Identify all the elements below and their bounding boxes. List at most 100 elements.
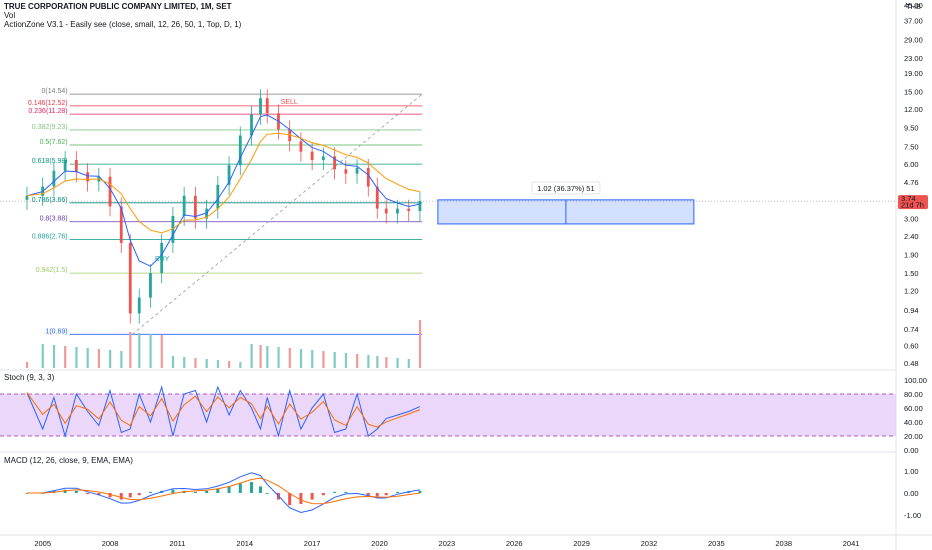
volume-bar — [41, 344, 44, 368]
volume-bar — [194, 358, 197, 368]
volume-bar — [52, 345, 56, 368]
price-tick-label: 37.00 — [904, 17, 923, 26]
fib-level-label: 0.8(3.88) — [40, 216, 68, 223]
candle-body — [171, 215, 175, 243]
price-tick-label: 1.50 — [904, 269, 919, 278]
fib-level-label: 0.942(1.5) — [36, 267, 68, 274]
macd-histogram-bar — [250, 482, 254, 493]
time-tick-label: 2035 — [708, 539, 725, 548]
last-price-value: 3.74 — [901, 194, 916, 203]
macd-tick-label: 1.00 — [904, 467, 919, 476]
fib-level-label: 1(0.69) — [45, 328, 67, 335]
currency-label: THB — [906, 2, 921, 11]
time-tick-label: 2008 — [102, 539, 119, 548]
macd-histogram-bar — [128, 493, 132, 498]
stoch-tick-label: 80.00 — [904, 390, 923, 399]
volume-bar — [64, 346, 67, 368]
macd-histogram-bar — [258, 486, 262, 493]
fib-level-label: 0.5(7.62) — [40, 139, 68, 146]
candle-body — [205, 208, 208, 219]
stoch-tick-label: 100.00 — [904, 376, 927, 385]
stoch-tick-label: 40.00 — [904, 418, 923, 427]
price-tick-label: 1.20 — [904, 287, 919, 296]
volume-bar — [75, 347, 78, 368]
price-tick-label: 1.90 — [904, 250, 919, 259]
candle-body — [119, 206, 123, 243]
macd-histogram-bar — [148, 491, 152, 493]
stoch-band — [0, 394, 896, 436]
volume-bar — [288, 348, 291, 368]
macd-histogram-bar — [193, 491, 197, 493]
volume-bar — [418, 320, 422, 368]
volume-bar — [356, 354, 359, 368]
candle-body — [418, 201, 422, 211]
volume-bar — [183, 357, 186, 368]
price-tick-label: 0.48 — [904, 359, 919, 368]
time-tick-label: 2041 — [843, 539, 860, 548]
candle-body — [86, 172, 89, 182]
ema-fast-line — [26, 114, 421, 267]
fib-level-label: 0.382(9.23) — [32, 124, 68, 131]
volume-bar — [250, 344, 253, 368]
last-price-countdown: 21d 7h — [901, 201, 924, 210]
volume-label: Vol — [4, 11, 16, 20]
stoch-label: Stoch (9, 3, 3) — [4, 373, 55, 382]
price-tick-label: 2.40 — [904, 232, 919, 241]
candle-body — [407, 208, 411, 211]
macd-histogram-bar — [227, 486, 231, 493]
candle-body — [375, 186, 379, 209]
volume-bar — [109, 350, 112, 368]
buy-tag: BUY — [155, 256, 170, 263]
volume-bar — [149, 334, 152, 368]
volume-bar — [299, 349, 303, 368]
volume-bar — [160, 335, 163, 368]
time-tick-label: 2020 — [371, 539, 388, 548]
price-tick-label: 6.00 — [904, 160, 919, 169]
candle-body — [74, 160, 78, 173]
macd-histogram-bar — [333, 491, 337, 493]
macd-signal-line — [26, 477, 420, 505]
macd-histogram-bar — [395, 491, 399, 493]
volume-bar — [266, 346, 269, 368]
fib-level-label: 0.146(12.52) — [28, 100, 68, 107]
candle-body — [216, 184, 220, 209]
volume-bar — [138, 333, 141, 368]
price-tick-label: 19.00 — [904, 69, 923, 78]
candle-body — [321, 156, 325, 161]
candle-body — [227, 165, 231, 185]
price-tick-label: 15.00 — [904, 88, 923, 97]
price-tick-label: 0.60 — [904, 341, 919, 350]
volume-bar — [120, 351, 123, 368]
candle-body — [250, 114, 253, 136]
macd-histogram-bar — [384, 493, 388, 496]
macd-histogram-bar — [265, 493, 269, 494]
volume-bar — [333, 352, 336, 368]
fib-level-label: 0.618(5.98) — [32, 158, 68, 165]
last-price-badge — [898, 195, 928, 210]
macd-histogram-bar — [205, 490, 209, 493]
candle-body — [137, 297, 141, 314]
volume-bar — [86, 348, 89, 368]
volume-bar — [367, 355, 370, 368]
volume-bar — [239, 362, 242, 368]
macd-histogram-bar — [310, 493, 314, 500]
macd-label: MACD (12, 26, close, 9, EMA, EMA) — [4, 456, 133, 465]
fib-level-label: 0.786(3.66) — [32, 197, 68, 204]
candle-body — [108, 176, 112, 207]
time-tick-label: 2014 — [236, 539, 253, 548]
volume-bar — [129, 332, 132, 368]
volume-bar — [216, 360, 220, 368]
stoch-tick-label: 60.00 — [904, 404, 923, 413]
price-tick-label: 29.00 — [904, 36, 923, 45]
candle-body — [333, 156, 336, 170]
candle-body — [52, 170, 56, 187]
candle-body — [259, 98, 262, 115]
macd-histogram-bar — [418, 490, 422, 493]
candle-body — [182, 195, 186, 216]
volume-bar — [259, 345, 262, 368]
candle-body — [366, 167, 370, 187]
volume-bar — [311, 350, 314, 368]
volume-bar — [25, 362, 29, 368]
volume-bar — [407, 359, 410, 368]
